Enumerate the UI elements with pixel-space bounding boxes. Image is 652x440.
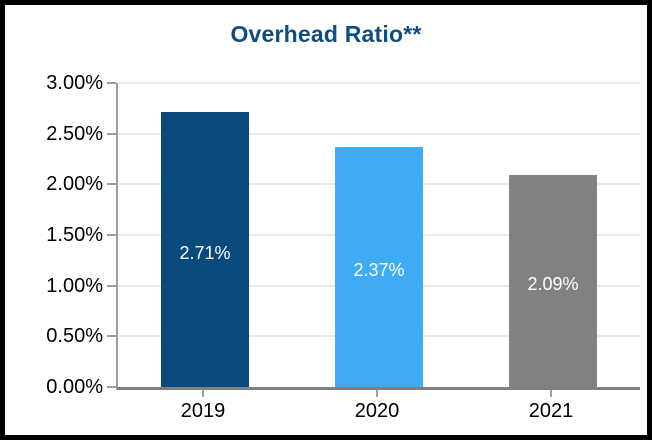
y-axis-tick xyxy=(107,386,116,388)
y-axis-tick xyxy=(107,183,116,186)
bar-2019: 2.71% xyxy=(161,112,249,387)
y-axis-tick-label: 1.50% xyxy=(46,224,103,246)
y-axis-tick-label: 0.00% xyxy=(46,376,103,398)
gridline xyxy=(118,82,640,84)
y-axis-tick-label: 2.50% xyxy=(46,122,103,145)
y-axis-tick xyxy=(107,234,116,236)
x-axis-tick xyxy=(376,390,378,397)
chart-title: Overhead Ratio** xyxy=(230,21,422,47)
x-axis-category-label: 2021 xyxy=(528,400,574,422)
x-axis-tick xyxy=(202,390,204,397)
y-axis-tick xyxy=(107,82,116,84)
x-axis-category-label: 2019 xyxy=(180,400,226,422)
x-axis-tick xyxy=(550,390,552,397)
y-axis-tick xyxy=(107,335,116,338)
y-axis-tick-label: 0.50% xyxy=(46,325,103,348)
y-axis-tick-label: 2.00% xyxy=(46,173,103,196)
gridline xyxy=(118,132,640,135)
y-axis-tick xyxy=(107,284,116,287)
plot-area: 2.71% 2.37% 2.09% xyxy=(116,82,640,390)
x-axis-category-label: 2020 xyxy=(354,400,400,422)
bar-value-label: 2.71% xyxy=(179,242,231,263)
bar-2020: 2.37% xyxy=(335,146,423,387)
bar-value-label: 2.37% xyxy=(353,259,405,280)
y-axis-tick-label: 3.00% xyxy=(46,72,103,94)
y-axis-tick-label: 1.00% xyxy=(46,274,103,297)
bar-value-label: 2.09% xyxy=(527,274,579,295)
bar-2021: 2.09% xyxy=(509,175,597,387)
y-axis-tick xyxy=(107,132,116,135)
